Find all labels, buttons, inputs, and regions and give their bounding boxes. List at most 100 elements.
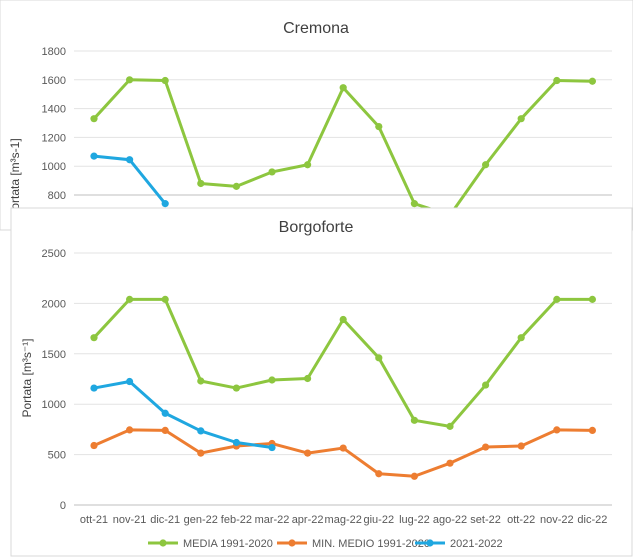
y-tick-label: 0 [60,500,66,512]
series-media-1991-2020 [90,295,597,430]
data-point [517,442,525,450]
data-point [126,156,134,164]
series-line [93,380,273,450]
x-tick-label: dic-21 [150,514,180,526]
legend-label: MEDIA 1991-2020 [183,538,273,550]
x-tick-label: mag-22 [325,514,362,526]
legend-marker [288,539,296,547]
data-point [410,472,418,480]
data-point [197,179,205,188]
data-point [304,449,312,457]
data-point [482,381,490,389]
data-point [197,427,205,435]
data-point [482,443,490,451]
borgoforte-y-axis-label: Portata [m³s⁻¹] [20,338,34,417]
data-point [232,182,240,190]
data-point [304,161,312,169]
cremona-chart-frame [0,0,633,231]
data-point [126,377,134,386]
series-media-1991-2020 [90,76,597,219]
legend: MEDIA 1991-2020 MIN. MEDIO 1991-2020 2021-… [148,538,503,550]
x-tick-label: nov-22 [540,514,574,526]
data-point [268,376,276,384]
data-point [126,76,134,84]
legend-item-2021-2022: 2021-2022 [415,538,503,550]
x-tick-label: ago-22 [433,514,467,526]
data-point [446,422,454,430]
data-point [126,426,134,434]
legend-item-media-1991-2020: MEDIA 1991-2020 [148,538,273,550]
data-point [553,426,561,434]
data-point [268,168,276,176]
borgoforte-chart-title: Borgoforte [279,219,354,236]
data-point [232,438,240,447]
data-point [197,377,205,385]
y-tick-label: 1000 [42,161,66,173]
data-point [517,334,525,342]
x-tick-label: lug-22 [399,514,430,526]
y-tick-label: 1800 [42,46,66,58]
data-point [90,334,98,342]
legend-marker [159,539,167,547]
y-tick-label: 1200 [42,132,66,144]
data-point [161,200,169,208]
data-point [588,426,597,435]
series-2021-2022 [90,377,276,452]
series-2021-2022 [90,152,169,208]
data-point [126,295,134,303]
x-tick-label: gen-22 [184,514,218,526]
legend-item-min-medio-1991-2020: MIN. MEDIO 1991-2020 [277,538,430,550]
y-tick-label: 2000 [42,298,66,310]
data-point [90,115,98,123]
data-point [588,77,597,85]
legend-marker [426,539,434,547]
x-tick-label: set-22 [470,514,501,526]
legend-label: 2021-2022 [450,538,503,550]
data-point [339,84,347,92]
cremona-y-axis-label: Portata [m³s-1] [8,138,22,217]
x-tick-label: mar-22 [255,514,290,526]
x-tick-label: giu-22 [364,514,395,526]
y-tick-label: 1000 [42,399,66,411]
data-point [197,449,205,457]
data-point [553,76,561,85]
data-point [446,459,454,467]
data-point [161,409,169,417]
data-point [90,441,98,450]
y-tick-label: 1400 [42,104,66,116]
x-tick-label: feb-22 [221,514,252,526]
data-point [339,444,347,452]
data-point [410,200,418,208]
y-tick-label: 1500 [42,349,66,361]
data-point [232,384,240,392]
data-point [90,384,98,392]
cremona-chart-title: Cremona [283,20,349,37]
data-point [161,295,169,303]
data-point [268,443,276,452]
x-tick-label: apr-22 [292,514,324,526]
y-tick-label: 1600 [42,75,66,87]
x-tick-label: nov-21 [113,514,147,526]
legend-label: MIN. MEDIO 1991-2020 [312,538,430,550]
x-tick-label: ott-22 [507,514,535,526]
data-point [161,76,169,85]
data-point [482,161,490,169]
y-tick-label: 500 [48,450,66,462]
data-point [375,470,383,478]
y-tick-label: 800 [48,190,66,202]
borgoforte-chart-frame [10,207,633,557]
data-point [553,295,561,303]
data-point [375,354,383,362]
data-point [410,416,418,424]
data-point [375,123,383,131]
data-point [517,115,525,123]
data-point [90,152,98,160]
data-point [304,374,312,383]
y-tick-label: 2500 [42,248,66,260]
data-point [588,295,597,303]
data-point [339,315,347,324]
x-tick-label: ott-21 [80,514,108,526]
x-tick-label: dic-22 [577,514,607,526]
